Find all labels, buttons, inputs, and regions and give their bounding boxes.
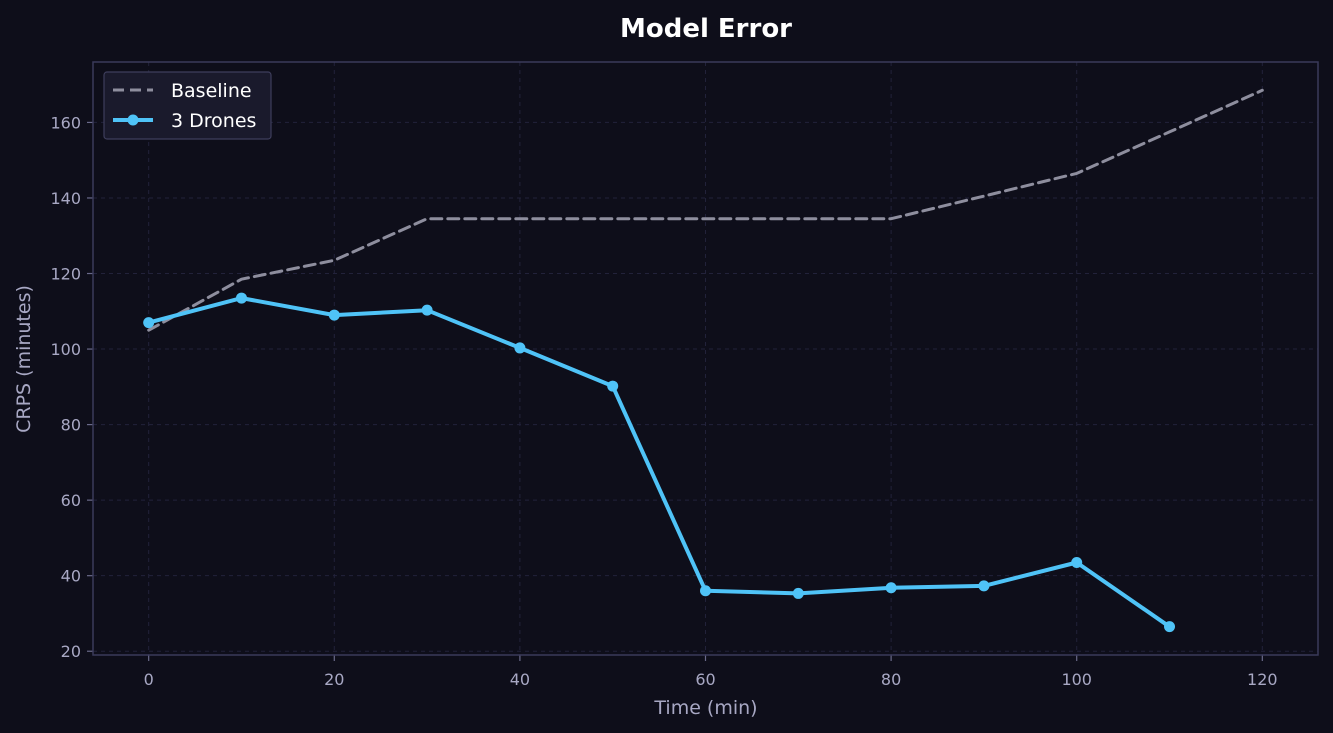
y-tick-label: 20 xyxy=(61,642,81,661)
x-tick-label: 40 xyxy=(510,670,530,689)
data-point-3-drones xyxy=(514,342,526,354)
y-tick-label: 100 xyxy=(50,340,81,359)
legend-label-3-drones: 3 Drones xyxy=(171,110,256,132)
series-line-3-drones xyxy=(146,296,1172,629)
data-point-3-drones xyxy=(328,309,340,321)
x-tick-label: 80 xyxy=(881,670,901,689)
data-point-3-drones xyxy=(792,587,804,599)
chart-title: Model Error xyxy=(620,14,792,44)
data-point-3-drones xyxy=(235,292,247,304)
legend: Baseline 3 Drones xyxy=(103,71,272,140)
y-axis-label: CRPS (minutes) xyxy=(13,285,35,433)
x-tick-label: 60 xyxy=(695,670,715,689)
grid xyxy=(93,62,1318,655)
y-tick-label: 120 xyxy=(50,265,81,284)
x-tick-label: 120 xyxy=(1247,670,1278,689)
series-line-baseline xyxy=(147,88,1264,332)
legend-marker-3-drones xyxy=(127,114,139,126)
y-tick-label: 160 xyxy=(50,113,81,132)
x-axis-label: Time (min) xyxy=(653,697,757,719)
data-point-3-drones xyxy=(700,585,711,597)
data-point-3-drones xyxy=(143,317,155,329)
data-point-3-drones xyxy=(607,380,619,392)
x-tick-label: 0 xyxy=(144,670,154,689)
y-ticks: 20 40 60 80 100 120 140 160 xyxy=(50,113,93,661)
y-tick-label: 140 xyxy=(50,189,81,208)
x-ticks: 0 20 40 60 80 100 120 xyxy=(144,655,1278,689)
data-point-3-drones xyxy=(978,580,990,592)
data-point-3-drones xyxy=(885,582,897,594)
x-tick-label: 100 xyxy=(1061,670,1092,689)
data-point-3-drones xyxy=(1164,621,1176,633)
x-tick-label: 20 xyxy=(324,670,344,689)
y-tick-label: 80 xyxy=(61,416,81,435)
data-point-3-drones xyxy=(1071,556,1083,568)
legend-label-baseline: Baseline xyxy=(171,80,252,102)
series-layer xyxy=(143,88,1264,633)
legend-box xyxy=(103,71,272,140)
y-tick-label: 60 xyxy=(61,491,81,510)
data-point-3-drones xyxy=(421,304,433,316)
plot-frame xyxy=(92,61,1319,656)
y-tick-label: 40 xyxy=(61,567,81,586)
